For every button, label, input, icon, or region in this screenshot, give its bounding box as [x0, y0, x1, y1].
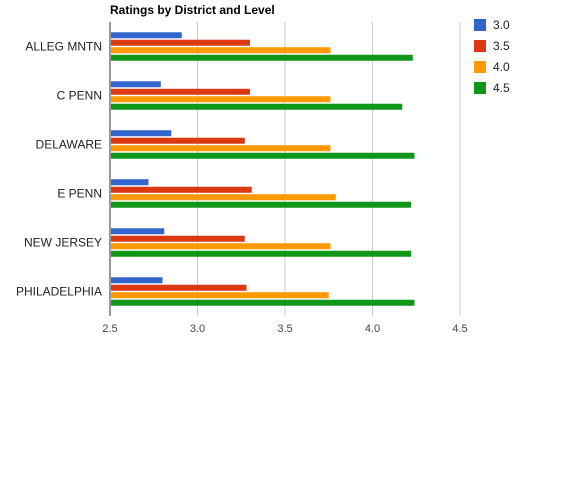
bar [111, 292, 329, 299]
bar [111, 88, 250, 95]
legend-label: 3.5 [493, 39, 510, 53]
bar [111, 81, 161, 88]
bar [111, 277, 163, 284]
bar [111, 137, 245, 144]
bar [111, 47, 331, 54]
category-label: NEW JERSEY [24, 236, 102, 250]
x-tick-label: 3.0 [190, 323, 205, 335]
legend-label: 4.5 [493, 81, 510, 95]
category-label: C PENN [57, 89, 102, 103]
bar [111, 284, 247, 291]
bar [111, 145, 331, 152]
category-labels: ALLEG MNTN C PENN DELAWARE E PENN NEW JERSEY… [16, 40, 102, 299]
bar [111, 96, 331, 103]
x-axis-ticks: 2.5 3.0 3.5 4.0 4.5 [102, 323, 467, 335]
legend-label: 3.0 [493, 18, 510, 32]
bar [111, 235, 245, 242]
legend-swatch [474, 40, 486, 52]
bar [111, 54, 413, 61]
x-tick-label: 4.0 [365, 323, 380, 335]
legend-swatch [474, 82, 486, 94]
category-label: E PENN [57, 187, 102, 201]
legend-swatch [474, 61, 486, 73]
x-tick-label: 3.5 [277, 323, 292, 335]
bar [111, 179, 149, 186]
category-label: PHILADELPHIA [16, 285, 102, 299]
legend-label: 4.0 [493, 60, 510, 74]
legend: 3.0 3.5 4.0 4.5 [474, 18, 510, 95]
gridlines [109, 22, 461, 316]
bar [111, 186, 252, 193]
bar [111, 103, 403, 110]
bar [111, 130, 172, 137]
bar [111, 39, 250, 46]
bar [111, 152, 415, 159]
bar [111, 228, 165, 235]
bar [111, 201, 411, 208]
category-label: DELAWARE [36, 138, 102, 152]
bar [111, 243, 331, 250]
category-label: ALLEG MNTN [25, 40, 102, 54]
x-tick-label: 2.5 [102, 323, 117, 335]
bar [111, 194, 336, 201]
bar [111, 299, 415, 306]
bar [111, 250, 411, 257]
legend-swatch [474, 19, 486, 31]
bars [111, 32, 415, 306]
x-tick-label: 4.5 [452, 323, 467, 335]
bar [111, 32, 182, 39]
chart-title: Ratings by District and Level [110, 3, 275, 17]
